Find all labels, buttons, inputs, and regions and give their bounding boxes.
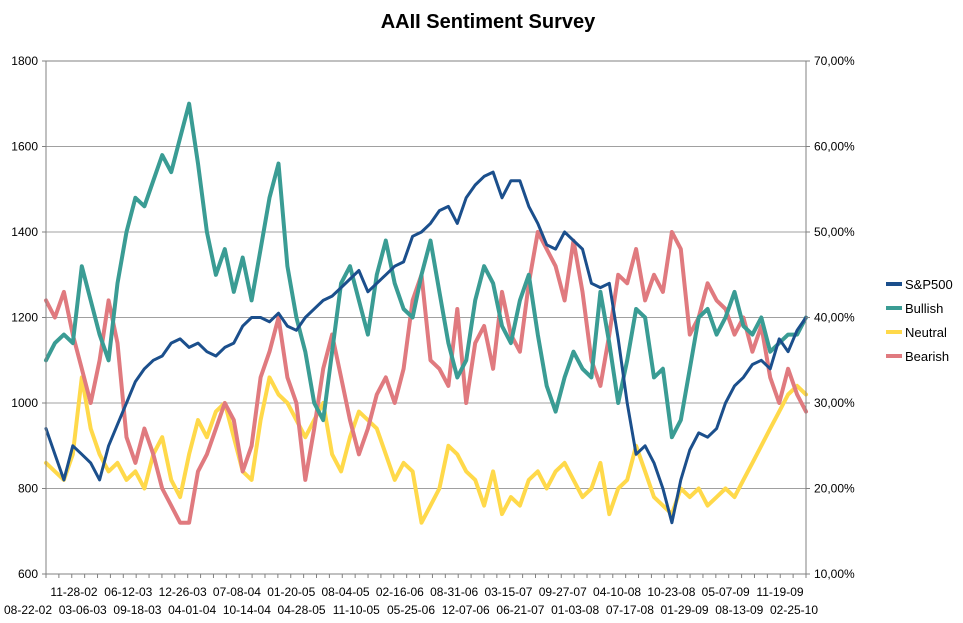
right-tick-label: 30,00% <box>814 396 855 410</box>
x-tick-label: 04-01-04 <box>168 603 216 617</box>
x-tick-label: 02-16-06 <box>376 585 424 599</box>
x-tick-label: 08-31-06 <box>430 585 478 599</box>
x-tick-label: 08-13-09 <box>715 603 763 617</box>
right-tick-label: 40,00% <box>814 311 855 325</box>
right-tick-label: 10,00% <box>814 567 855 581</box>
left-axis: 600 800 1000 1200 1400 1600 1800 <box>11 54 46 581</box>
x-tick-label: 04-10-08 <box>593 585 641 599</box>
x-tick-label: 06-12-03 <box>104 585 152 599</box>
x-tick-label: 10-23-08 <box>647 585 695 599</box>
right-tick-label: 50,00% <box>814 225 855 239</box>
x-tick-label: 10-14-04 <box>223 603 271 617</box>
bullish-legend-label: Bullish <box>905 301 943 316</box>
x-axis: 11-28-02 06-12-03 12-26-03 07-08-04 01-20-05… <box>4 574 818 617</box>
x-tick-label: 11-19-09 <box>756 585 803 599</box>
x-tick-label: 04-28-05 <box>278 603 326 617</box>
x-tick-label: 03-15-07 <box>484 585 532 599</box>
bearish-legend-label: Bearish <box>905 349 949 364</box>
left-tick-label: 1400 <box>11 225 38 239</box>
right-tick-label: 60,00% <box>814 140 855 154</box>
left-tick-label: 1600 <box>11 140 38 154</box>
right-tick-label: 20,00% <box>814 482 855 496</box>
x-tick-label: 05-07-09 <box>702 585 750 599</box>
x-tick-label: 07-08-04 <box>213 585 261 599</box>
x-tick-label: 08-04-05 <box>322 585 370 599</box>
x-tick-label: 11-28-02 <box>50 585 97 599</box>
x-tick-label: 01-29-09 <box>661 603 709 617</box>
legend: S&P500 Bullish Neutral Bearish <box>886 277 953 364</box>
left-tick-label: 600 <box>18 567 38 581</box>
x-tick-label: 01-03-08 <box>551 603 599 617</box>
x-tick-label: 06-21-07 <box>496 603 544 617</box>
x-tick-label: 08-22-02 <box>4 603 52 617</box>
left-tick-label: 1800 <box>11 54 38 68</box>
bearish-series-line <box>44 230 808 525</box>
x-tick-label: 09-18-03 <box>113 603 161 617</box>
x-tick-label: 07-17-08 <box>606 603 654 617</box>
s-p500-legend-label: S&P500 <box>905 277 953 292</box>
right-axis: 10,00% 20,00% 30,00% 40,00% 50,00% 60,00% 70,0… <box>806 54 855 581</box>
left-tick-label: 1200 <box>11 311 38 325</box>
neutral-legend-label: Neutral <box>905 325 947 340</box>
x-tick-label: 11-10-05 <box>333 603 380 617</box>
x-tick-label: 09-27-07 <box>539 585 587 599</box>
left-tick-label: 1000 <box>11 396 38 410</box>
x-tick-label: 05-25-06 <box>387 603 435 617</box>
x-tick-label: 02-25-10 <box>770 603 818 617</box>
s-p500-series-line <box>44 170 808 525</box>
x-tick-label: 12-07-06 <box>442 603 490 617</box>
right-tick-label: 70,00% <box>814 54 855 68</box>
left-tick-label: 800 <box>18 482 38 496</box>
x-tick-label: 12-26-03 <box>159 585 207 599</box>
x-tick-label: 03-06-03 <box>59 603 107 617</box>
bullish-series-line <box>44 101 808 440</box>
x-tick-label: 01-20-05 <box>267 585 315 599</box>
series-layer <box>44 101 808 525</box>
chart-title: AAII Sentiment Survey <box>381 11 596 33</box>
